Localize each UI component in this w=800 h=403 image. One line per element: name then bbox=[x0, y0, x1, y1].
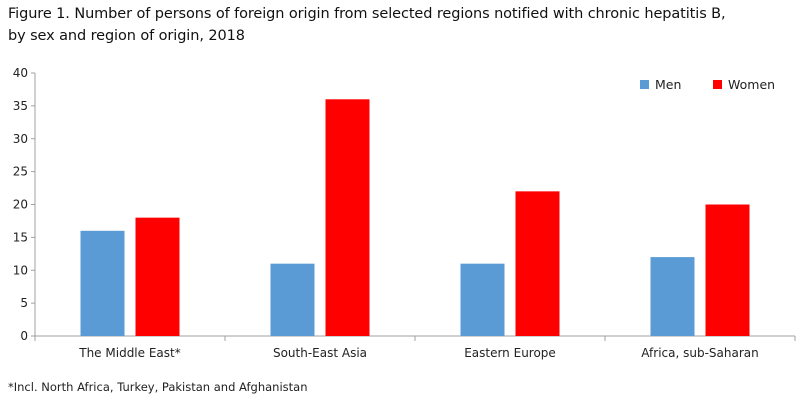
y-tick-label: 5 bbox=[20, 296, 28, 310]
legend-label-men: Men bbox=[655, 77, 681, 92]
y-tick-label: 0 bbox=[20, 329, 28, 343]
legend-swatch-women bbox=[713, 80, 722, 89]
x-category-label: Africa, sub-Saharan bbox=[641, 346, 758, 360]
bar-men bbox=[650, 257, 695, 336]
y-tick-label: 30 bbox=[13, 132, 28, 146]
y-tick-label: 40 bbox=[13, 66, 28, 80]
bar-men bbox=[460, 263, 505, 336]
bar-men bbox=[270, 263, 315, 336]
footnote: *Incl. North Africa, Turkey, Pakistan an… bbox=[8, 380, 308, 394]
bar-women bbox=[515, 191, 560, 336]
x-category-label: The Middle East* bbox=[78, 346, 180, 360]
y-tick-label: 20 bbox=[13, 198, 28, 212]
bar-men bbox=[80, 230, 125, 336]
chart-title-line-2: by sex and region of origin, 2018 bbox=[8, 28, 245, 44]
x-category-label: Eastern Europe bbox=[464, 346, 556, 360]
x-category-label: South-East Asia bbox=[273, 346, 367, 360]
bar-women bbox=[705, 204, 750, 336]
legend-swatch-men bbox=[640, 80, 649, 89]
y-tick-label: 35 bbox=[13, 99, 28, 113]
bar-women bbox=[325, 99, 370, 336]
chart-title-line-1: Figure 1. Number of persons of foreign o… bbox=[8, 6, 726, 22]
y-tick-label: 15 bbox=[13, 230, 28, 244]
legend-label-women: Women bbox=[728, 77, 775, 92]
chart-title: Figure 1. Number of persons of foreign o… bbox=[8, 3, 793, 47]
bar-women bbox=[135, 217, 180, 336]
y-tick-label: 25 bbox=[13, 165, 28, 179]
y-tick-label: 10 bbox=[13, 263, 28, 277]
